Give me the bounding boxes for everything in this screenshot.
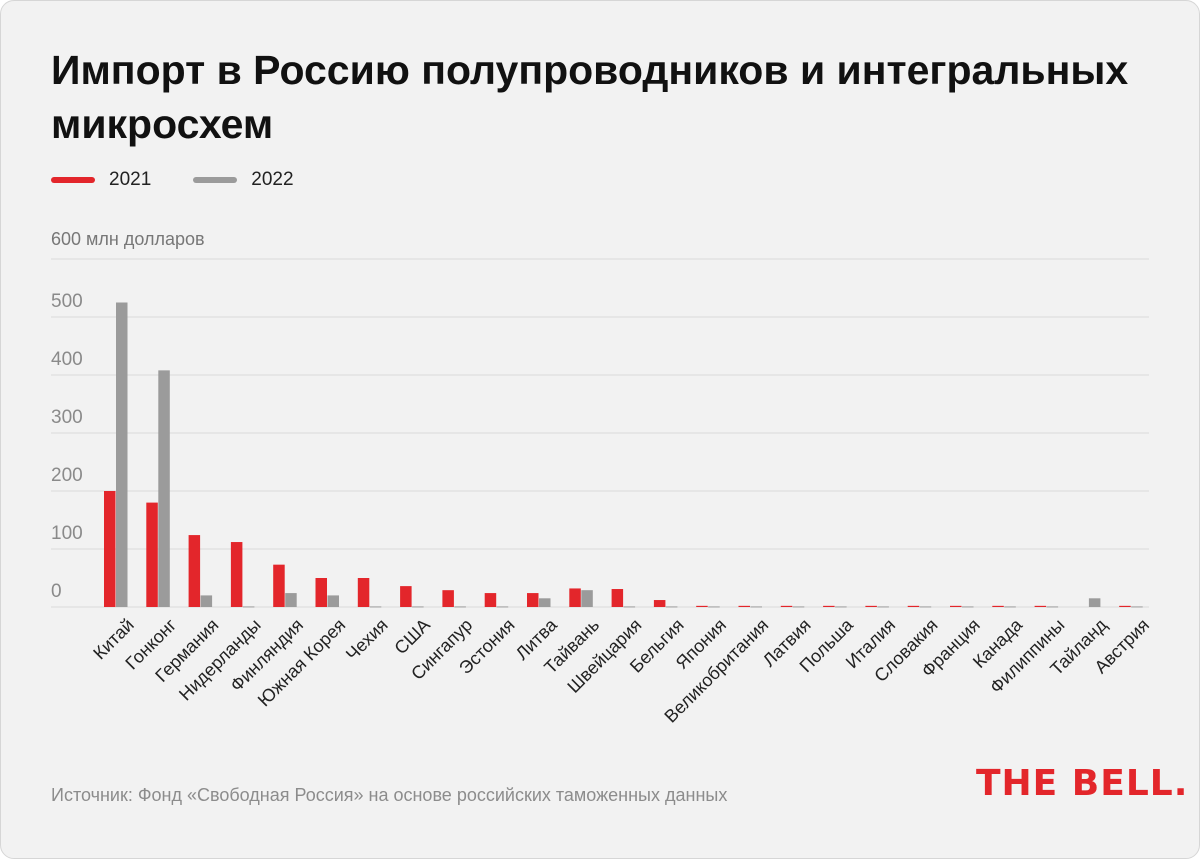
bar-2021 [696, 605, 708, 607]
bar-2022 [581, 590, 593, 607]
bar-2022 [1004, 606, 1016, 608]
bar-2021 [823, 605, 835, 607]
y-tick-label: 200 [51, 465, 83, 486]
bar-2021 [315, 578, 327, 607]
bar-2022 [792, 606, 805, 608]
bar-2022 [750, 606, 762, 608]
the-bell-logo: THE BELL. [976, 763, 1189, 804]
bar-2021 [738, 605, 750, 607]
bar-2022 [1046, 606, 1059, 608]
bar-2021 [484, 593, 497, 607]
bar-2021 [950, 605, 962, 607]
y-tick-label: 300 [51, 407, 83, 428]
bar-2022 [327, 595, 339, 607]
bar-2021 [653, 600, 666, 607]
bar-2021 [273, 564, 285, 607]
bar-2022 [158, 370, 170, 607]
bar-2022 [708, 606, 720, 608]
legend-swatch-2022 [193, 177, 238, 183]
bar-2021 [527, 593, 539, 607]
bar-2022 [285, 593, 297, 607]
legend-item-2022: 2022 [193, 169, 294, 191]
bar-2021 [780, 605, 793, 607]
y-axis-top-label: 600 млн долларов [51, 229, 205, 249]
bar-2021 [992, 605, 1004, 607]
y-tick-label: 0 [51, 581, 62, 602]
bar-2022 [1131, 606, 1143, 608]
bar-2022 [539, 598, 551, 607]
legend-swatch-2021 [51, 177, 95, 183]
bar-2021 [146, 502, 158, 607]
x-category-label: Чехия [342, 615, 392, 665]
y-tick-label: 400 [51, 349, 83, 370]
bar-2021 [400, 586, 412, 607]
bar-2022 [454, 606, 466, 608]
y-tick-label: 100 [51, 523, 83, 544]
bar-2022 [1088, 598, 1101, 607]
source-note: Источник: Фонд «Свободная Россия» на осн… [51, 785, 728, 805]
bar-2022 [369, 606, 382, 608]
bar-2022 [962, 606, 974, 608]
bar-2022 [116, 302, 128, 607]
bar-2021 [1034, 605, 1047, 607]
bar-2021 [357, 578, 370, 607]
bar-chart: 0100200300400500КитайГонконгГерманияНиде… [51, 258, 1153, 727]
bar-2021 [1119, 605, 1131, 607]
bar-2022 [665, 606, 678, 608]
bar-2022 [877, 606, 889, 608]
chart-title: Импорт в Россию полупроводников и интегр… [51, 47, 1129, 147]
bar-2021 [442, 590, 454, 607]
y-tick-label: 500 [51, 291, 83, 312]
legend-item-2021: 2021 [51, 169, 151, 191]
bar-2022 [835, 606, 847, 608]
bar-2022 [200, 595, 213, 607]
bar-2021 [104, 491, 116, 607]
legend-label-2022: 2022 [251, 169, 294, 190]
bar-2022 [242, 606, 255, 608]
bar-2022 [623, 606, 636, 608]
bar-2022 [496, 606, 509, 608]
bar-2021 [865, 605, 877, 607]
bar-2021 [569, 588, 581, 607]
bar-2021 [188, 535, 201, 607]
bar-2021 [230, 542, 243, 607]
bar-2021 [611, 589, 624, 607]
bar-2022 [412, 606, 424, 608]
bar-2022 [919, 606, 932, 608]
legend-label-2021: 2021 [109, 169, 152, 190]
bar-2021 [907, 605, 920, 607]
legend: 2021 2022 [51, 169, 336, 191]
